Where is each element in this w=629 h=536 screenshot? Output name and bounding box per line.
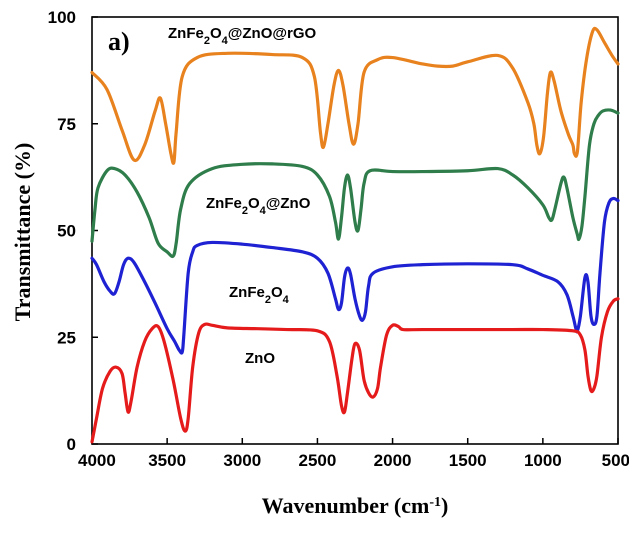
y-tick-label: 100 [48,8,76,27]
x-tick-label: 1500 [449,451,487,470]
y-tick-label: 0 [67,435,76,454]
x-tick-label: 1000 [524,451,562,470]
x-tick-label: 2000 [374,451,412,470]
series-line-znfe2o4-zno-rgo [90,26,620,165]
x-tick-label: 4000 [78,451,116,470]
x-tick-label: 3500 [148,451,186,470]
panel-label: a) [108,27,130,56]
y-tick-label: 25 [57,328,76,347]
series-line-zno [90,297,620,444]
x-tick-label: 500 [602,451,629,470]
series-label-zno: ZnO [245,350,275,367]
series-label-znfe-zno: ZnFe2O4@ZnO [206,195,311,217]
y-tick-label: 75 [57,115,76,134]
y-axis-title: Transmittance (%) [10,143,35,322]
x-tick-label: 2500 [299,451,337,470]
axis-ticks: 4000 3500 3000 2500 2000 1500 1000 500 0 25 50 75 10… [48,8,629,470]
series-line-znfe2o4-zno [90,108,620,259]
series-label-rgo: ZnFe2O4@ZnO@rGO [168,25,317,47]
series-group [90,26,620,444]
series-line-znfe2o4 [90,196,620,355]
x-tick-label: 3000 [223,451,261,470]
series-label-znfe: ZnFe2O4 [229,284,290,306]
x-axis-title: Wavenumber (cm-1) [262,493,449,518]
y-tick-label: 50 [57,222,76,241]
plot-frame [91,16,619,445]
